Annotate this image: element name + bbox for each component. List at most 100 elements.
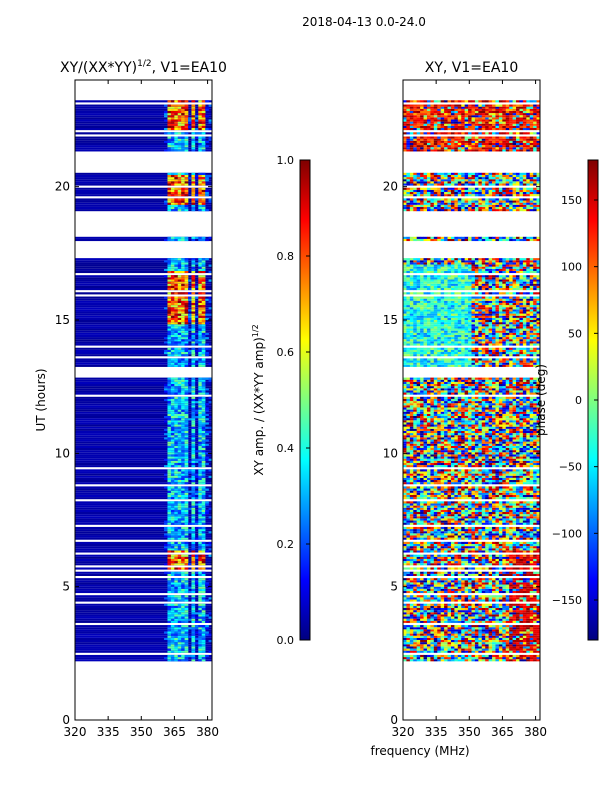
- phase-cell: [474, 605, 479, 608]
- amp-cell: [181, 313, 185, 316]
- amp-cell: [194, 362, 199, 365]
- amp-cell: [208, 544, 212, 547]
- phase-cell: [471, 595, 476, 598]
- amp-cell: [188, 279, 192, 282]
- phase-cell: [420, 608, 424, 611]
- phase-cell: [488, 646, 493, 649]
- amp-cell: [181, 174, 185, 178]
- amp-cell: [174, 580, 179, 583]
- phase-cell: [444, 503, 448, 506]
- phase-cell: [454, 544, 459, 547]
- phase-cell: [505, 616, 510, 619]
- amp-cell: [191, 279, 196, 282]
- phase-cell: [529, 544, 534, 547]
- phase-cell: [413, 633, 417, 636]
- phase-cell: [522, 518, 527, 521]
- amp-cell: [170, 625, 175, 628]
- amp-cell: [75, 352, 212, 355]
- phase-cell: [406, 605, 411, 608]
- phase-cell: [423, 497, 428, 500]
- phase-cell: [450, 612, 455, 615]
- amp-cell: [181, 526, 185, 530]
- phase-cell: [533, 586, 537, 589]
- phase-cell: [420, 595, 424, 598]
- phase-cell: [440, 580, 445, 583]
- amp-cell: [177, 266, 182, 269]
- phase-cell: [495, 631, 500, 634]
- amp-cell: [201, 364, 206, 367]
- phase-cell: [529, 633, 534, 636]
- phase-cell: [498, 605, 503, 608]
- amp-cell: [208, 640, 212, 643]
- phase-cell: [457, 537, 462, 540]
- phase-cell: [495, 561, 500, 564]
- amp-cell: [174, 343, 179, 346]
- phase-cell: [450, 573, 455, 576]
- amp-cell: [198, 422, 203, 425]
- phase-cell: [498, 503, 503, 506]
- amp-cell: [177, 343, 182, 346]
- phase-cell: [406, 597, 411, 600]
- phase-cell: [444, 522, 448, 525]
- amp-cell: [208, 128, 212, 131]
- phase-cell: [440, 509, 445, 512]
- amp-cell: [167, 514, 172, 517]
- amp-cell: [184, 441, 189, 444]
- phase-cell: [433, 627, 438, 630]
- amp-cell: [201, 277, 206, 280]
- amp-cell: [167, 522, 172, 525]
- phase-cell: [420, 635, 424, 638]
- amp-cell: [75, 642, 212, 645]
- amp-cell: [174, 588, 179, 591]
- amp-cell: [201, 625, 206, 628]
- phase-cell: [522, 520, 527, 523]
- phase-cell: [512, 599, 517, 602]
- amp-cell: [167, 654, 172, 658]
- amp-cell: [198, 465, 203, 468]
- phase-cell: [440, 556, 445, 559]
- phase-cell: [420, 614, 424, 617]
- phase-cell: [409, 620, 414, 623]
- phase-cell: [420, 550, 424, 553]
- amp-cell: [201, 260, 206, 263]
- phase-cell: [495, 595, 500, 598]
- phase-cell: [492, 548, 496, 551]
- phase-cell: [454, 612, 459, 615]
- amp-cell: [177, 330, 182, 333]
- phase-cell: [450, 516, 455, 519]
- amp-cell: [75, 473, 212, 476]
- phase-cell: [502, 590, 507, 594]
- amp-cell: [174, 437, 179, 440]
- amp-cell: [181, 302, 185, 306]
- phase-cell: [409, 537, 414, 540]
- phase-cell: [478, 582, 483, 585]
- phase-cell: [488, 642, 493, 645]
- amp-cell: [174, 409, 179, 412]
- amp-cell: [205, 458, 209, 461]
- amp-cell: [75, 113, 212, 116]
- amp-cell: [191, 426, 196, 429]
- amp-cell: [191, 268, 196, 271]
- phase-cell: [485, 533, 489, 536]
- phase-cell: [481, 535, 486, 538]
- phase-cell: [529, 629, 534, 632]
- amp-cell: [167, 516, 172, 519]
- phase-cell: [450, 535, 455, 538]
- phase-cell: [533, 635, 537, 638]
- phase-cell: [468, 625, 472, 628]
- amp-cell: [201, 117, 206, 120]
- amp-cell: [75, 501, 212, 504]
- amp-ylabel: UT (hours): [34, 368, 48, 431]
- phase-cell: [488, 588, 493, 591]
- amp-cell: [201, 110, 206, 114]
- amp-cell: [177, 398, 182, 402]
- phase-cell: [485, 625, 489, 628]
- phase-cell: [420, 597, 424, 600]
- phase-cell: [468, 554, 472, 557]
- amp-cell: [198, 603, 203, 606]
- phase-cell: [416, 657, 421, 660]
- amp-cell: [75, 573, 212, 576]
- phase-cell: [409, 657, 414, 660]
- phase-cell: [447, 590, 452, 594]
- phase-cell: [416, 646, 421, 649]
